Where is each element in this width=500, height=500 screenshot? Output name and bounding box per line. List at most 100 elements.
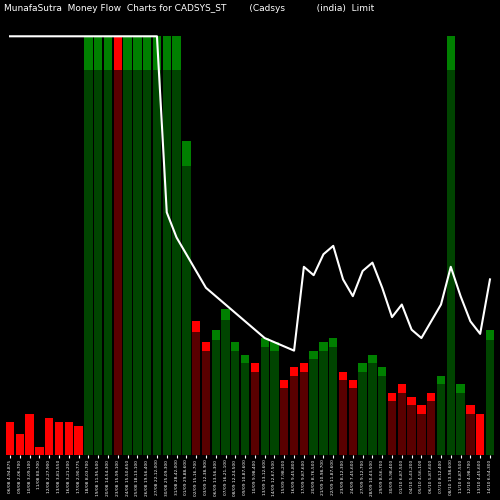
Bar xyxy=(104,36,112,70)
Bar xyxy=(182,141,190,456)
Bar xyxy=(74,426,83,456)
Bar xyxy=(348,380,357,456)
Bar xyxy=(417,405,426,456)
Bar xyxy=(74,426,83,456)
Bar xyxy=(231,342,239,456)
Bar xyxy=(378,368,386,376)
Bar xyxy=(104,36,112,456)
Bar xyxy=(280,380,288,388)
Bar xyxy=(94,36,102,456)
Bar xyxy=(192,322,200,456)
Bar xyxy=(339,372,347,380)
Bar xyxy=(398,384,406,456)
Bar xyxy=(153,36,161,70)
Bar xyxy=(339,372,347,456)
Bar xyxy=(398,384,406,392)
Bar xyxy=(231,342,239,351)
Bar xyxy=(124,36,132,70)
Bar xyxy=(202,342,210,456)
Bar xyxy=(16,434,24,456)
Bar xyxy=(358,363,367,456)
Bar xyxy=(417,405,426,413)
Bar xyxy=(16,434,24,456)
Bar xyxy=(153,36,161,456)
Bar xyxy=(476,414,484,456)
Bar xyxy=(408,396,416,405)
Bar xyxy=(358,363,367,372)
Bar xyxy=(427,392,436,401)
Bar xyxy=(133,36,141,456)
Bar xyxy=(320,342,328,456)
Bar xyxy=(55,422,63,456)
Bar xyxy=(300,363,308,456)
Bar xyxy=(36,447,44,456)
Bar xyxy=(329,338,338,347)
Bar xyxy=(45,418,54,456)
Bar xyxy=(250,363,259,372)
Bar xyxy=(64,422,73,456)
Bar xyxy=(427,392,436,456)
Bar xyxy=(329,338,338,456)
Bar xyxy=(260,338,269,456)
Bar xyxy=(310,350,318,456)
Bar xyxy=(290,368,298,376)
Bar xyxy=(378,368,386,456)
Bar xyxy=(172,36,180,456)
Bar xyxy=(241,355,250,456)
Bar xyxy=(250,363,259,456)
Bar xyxy=(388,392,396,401)
Bar xyxy=(143,36,152,456)
Bar xyxy=(476,414,484,456)
Bar xyxy=(222,308,230,320)
Bar xyxy=(456,384,464,392)
Bar xyxy=(466,405,474,413)
Bar xyxy=(437,376,445,456)
Bar xyxy=(64,422,73,456)
Bar xyxy=(114,36,122,70)
Bar xyxy=(84,36,92,70)
Bar xyxy=(280,380,288,456)
Bar xyxy=(437,376,445,384)
Bar xyxy=(172,36,180,70)
Bar xyxy=(388,392,396,456)
Bar xyxy=(222,308,230,456)
Bar xyxy=(408,396,416,456)
Text: MunafaSutra  Money Flow  Charts for CADSYS_ST        (Cadsys           (india)  : MunafaSutra Money Flow Charts for CADSYS… xyxy=(4,4,374,13)
Bar xyxy=(36,447,44,456)
Bar xyxy=(486,330,494,340)
Bar xyxy=(368,355,376,456)
Bar xyxy=(55,422,63,456)
Bar xyxy=(162,36,171,70)
Bar xyxy=(26,414,34,456)
Bar xyxy=(300,363,308,372)
Bar xyxy=(446,36,455,456)
Bar xyxy=(486,330,494,456)
Bar xyxy=(84,36,92,456)
Bar xyxy=(124,36,132,456)
Bar xyxy=(270,342,278,351)
Bar xyxy=(446,36,455,70)
Bar xyxy=(94,36,102,70)
Bar xyxy=(270,342,278,456)
Bar xyxy=(192,322,200,332)
Bar xyxy=(212,330,220,340)
Bar xyxy=(26,414,34,456)
Bar xyxy=(466,405,474,456)
Bar xyxy=(456,384,464,456)
Bar xyxy=(114,36,122,456)
Bar xyxy=(260,338,269,347)
Bar xyxy=(320,342,328,351)
Bar xyxy=(348,380,357,388)
Bar xyxy=(212,330,220,456)
Bar xyxy=(241,355,250,363)
Bar xyxy=(162,36,171,456)
Bar xyxy=(290,368,298,456)
Bar xyxy=(6,422,14,456)
Bar xyxy=(143,36,152,70)
Bar xyxy=(45,418,54,456)
Bar xyxy=(182,141,190,166)
Bar xyxy=(133,36,141,70)
Bar xyxy=(368,355,376,363)
Bar xyxy=(310,350,318,359)
Bar xyxy=(6,422,14,456)
